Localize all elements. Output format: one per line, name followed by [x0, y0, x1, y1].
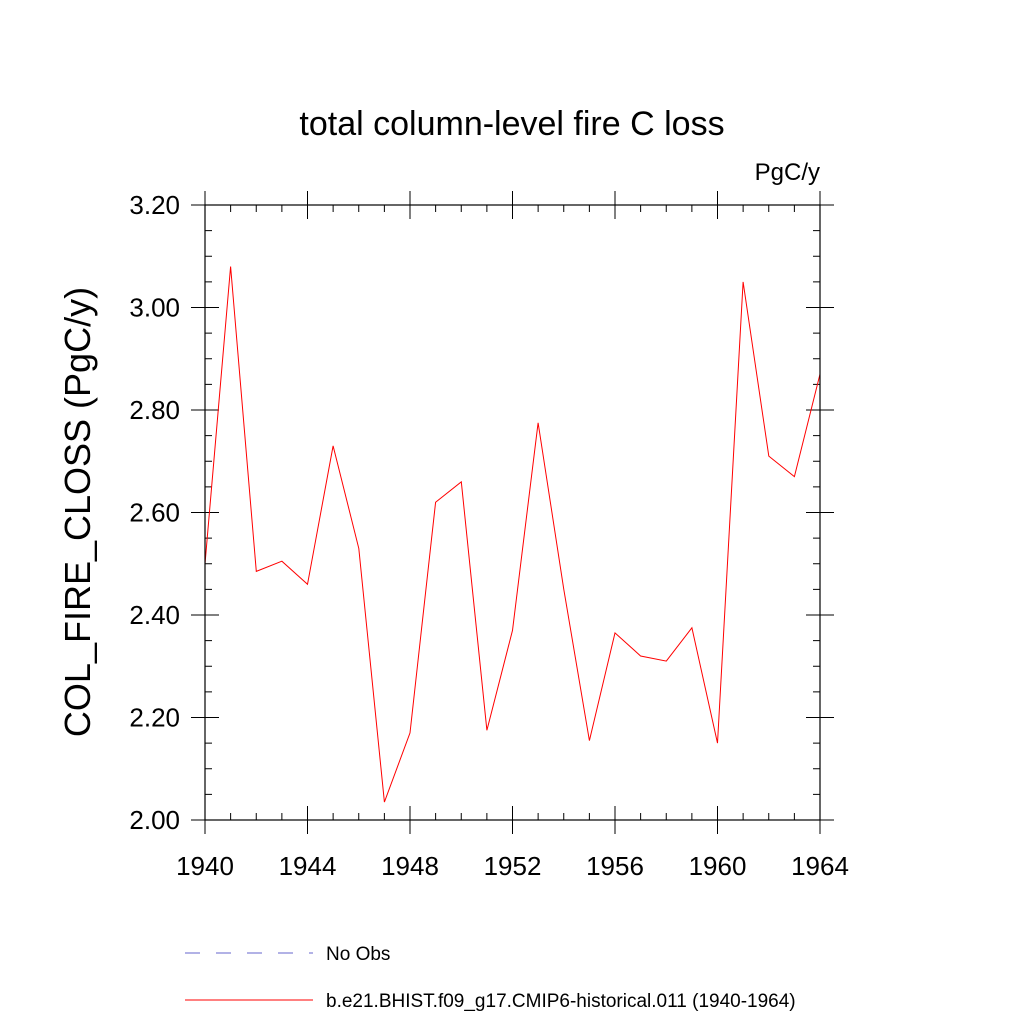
x-tick-label: 1948: [381, 851, 439, 881]
ticks-layer: [191, 191, 834, 834]
units-label: PgC/y: [755, 159, 820, 186]
series-line: [204, 266, 821, 803]
legend-label: b.e21.BHIST.f09_g17.CMIP6-historical.011…: [326, 991, 796, 1012]
x-tick-label: 1952: [484, 851, 542, 881]
x-tick-label: 1964: [791, 851, 849, 881]
y-tick-label: 3.00: [129, 293, 180, 323]
tick-labels-layer: 1940 1944 1948 1952 1956 1960 1964 2.00 2.20 2.40…: [129, 190, 849, 881]
y-tick-label: 2.00: [129, 805, 180, 835]
x-tick-label: 1944: [279, 851, 337, 881]
y-axis-label: COL_FIRE_CLOSS (PgC/y): [57, 287, 98, 737]
y-tick-label: 2.80: [129, 395, 180, 425]
y-tick-label: 2.40: [129, 600, 180, 630]
x-tick-label: 1960: [689, 851, 747, 881]
series-layer: [204, 266, 821, 803]
y-tick-label: 2.60: [129, 498, 180, 528]
plot-frame: [204, 204, 821, 821]
legend-label: No Obs: [326, 944, 390, 965]
x-tick-label: 1956: [586, 851, 644, 881]
chart-title: total column-level fire C loss: [299, 105, 724, 143]
x-tick-label: 1940: [176, 851, 234, 881]
legend: No Obs b.e21.BHIST.f09_g17.CMIP6-historic…: [185, 944, 796, 1012]
y-tick-label: 2.20: [129, 703, 180, 733]
y-tick-label: 3.20: [129, 190, 180, 220]
